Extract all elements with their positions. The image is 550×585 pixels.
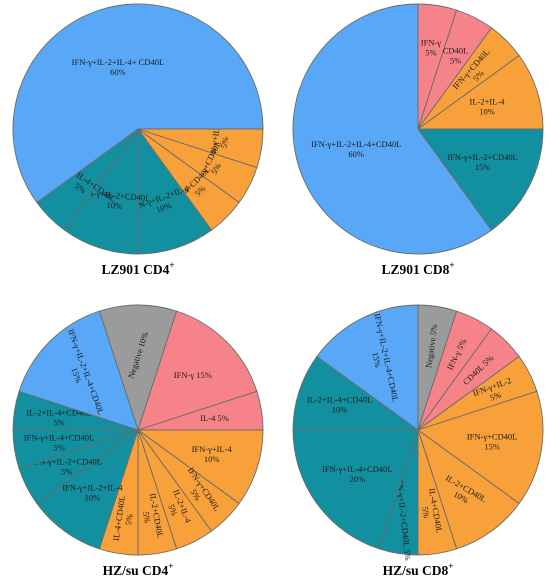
pie-slice — [12, 3, 264, 204]
slice-label: IL-2+IL-4+CD40L 5% — [26, 408, 91, 428]
pie-slice — [292, 3, 493, 255]
pie-slice — [137, 127, 213, 255]
pie-chart-4: Negative 5% IFN-γ 5%CD40L 5%IFN-γ+IL-25%I… — [292, 304, 544, 578]
slice-label: IFN-γ 5% — [421, 38, 442, 58]
chart-title: LZ901 CD4+ — [101, 260, 174, 277]
slice-label: IFN-γ+IL-4+CD40L 20% — [322, 464, 392, 484]
pie-chart-3: Negative 10% IFN-γ 15%IL-4 5%IFN-γ+IL-4 10… — [12, 304, 264, 578]
chart-title: LZ901 CD8+ — [381, 260, 454, 277]
pie-slice — [417, 128, 544, 231]
slice-label: IFN-γ+IL-2+IL-4+CD40L 60% — [311, 139, 401, 159]
slice-label: IFN-γ 15% — [174, 370, 212, 380]
pie-slice — [18, 310, 139, 431]
slice-label: IL-4 5% — [200, 413, 229, 423]
pie-slice — [316, 304, 419, 431]
slice-label: IFN-γ+IL-2+CD40L 5% — [31, 456, 101, 476]
slice-label: IL-2+IL-4 10% — [469, 97, 505, 117]
slice-label: IFN-γ+CD40L 15% — [467, 432, 518, 452]
pie-slice — [417, 428, 520, 550]
pie-chart-1: IFN-γ+IL-25%IFN-γ+CD40L5%IL-4+CD40L5%IFN… — [12, 3, 264, 277]
slice-label: IL-2+IL-4+CD40L 10% — [307, 395, 372, 415]
chart-title: HZ/su CD8+ — [383, 561, 454, 578]
pie-slice — [292, 355, 420, 431]
slice-label: IFN-γ+IL-4 10% — [192, 444, 233, 464]
pie-slice — [417, 390, 544, 505]
pie-slice — [136, 429, 264, 505]
chart-title: HZ/su CD4+ — [103, 561, 174, 578]
slice-label: CD40L 5% — [443, 46, 469, 66]
slice-label: IFN-γ+IL-2+IL-4+ CD40L 60% — [72, 57, 164, 77]
pie-slice — [137, 310, 258, 431]
pie-chart-2: IFN-γ 5% CD40L 5%IFN-γ+CD40L5%IL-2+IL-4 10%I… — [292, 3, 544, 277]
pie-slice — [36, 428, 139, 550]
pie-slice — [292, 429, 419, 550]
pie-slice — [416, 54, 544, 130]
pie-slice — [63, 127, 139, 255]
slice-label: IFN-γ+IL-2+CD40L 15% — [447, 152, 517, 172]
pie-slice — [98, 304, 178, 432]
